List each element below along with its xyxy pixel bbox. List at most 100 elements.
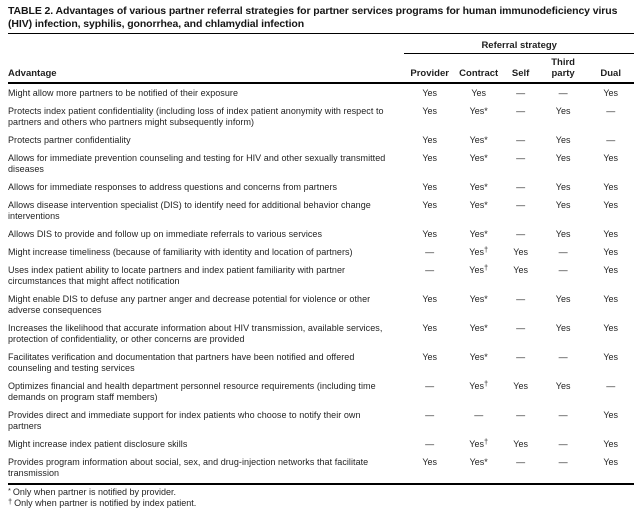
group-header-spacer bbox=[8, 37, 404, 54]
value-cell: Yes bbox=[587, 454, 634, 484]
value-cell: Yes bbox=[404, 197, 455, 226]
value-cell: — bbox=[404, 262, 455, 291]
value-cell: Yes bbox=[587, 291, 634, 320]
table-row: Allows disease intervention specialist (… bbox=[8, 197, 634, 226]
value-cell: Yes bbox=[539, 320, 588, 349]
value-cell: Yes bbox=[587, 150, 634, 179]
value-cell: Yes* bbox=[455, 197, 503, 226]
value-cell: Yes bbox=[502, 262, 538, 291]
table-row: Optimizes financial and health departmen… bbox=[8, 378, 634, 407]
footnote-text: Only when partner is notified by provide… bbox=[13, 487, 176, 497]
value-cell: Yes† bbox=[455, 436, 503, 454]
value-cell: Yes bbox=[502, 378, 538, 407]
advantage-cell: Protects partner confidentiality bbox=[8, 132, 404, 150]
value-cell: Yes bbox=[404, 349, 455, 378]
value-cell: Yes bbox=[539, 150, 588, 179]
value-cell: Yes bbox=[404, 150, 455, 179]
value-cell: — bbox=[502, 407, 538, 436]
advantage-cell: Allows for immediate prevention counseli… bbox=[8, 150, 404, 179]
table-row: Provides program information about socia… bbox=[8, 454, 634, 484]
value-cell: — bbox=[502, 226, 538, 244]
value-cell: Yes bbox=[539, 291, 588, 320]
value-cell: Yes* bbox=[455, 179, 503, 197]
advantage-cell: Allows for immediate responses to addres… bbox=[8, 179, 404, 197]
value-cell: — bbox=[587, 378, 634, 407]
advantage-cell: Uses index patient ability to locate par… bbox=[8, 262, 404, 291]
dagger-marker: † bbox=[484, 379, 488, 388]
value-cell: — bbox=[404, 244, 455, 262]
advantage-cell: Provides program information about socia… bbox=[8, 454, 404, 484]
dagger-marker: † bbox=[484, 245, 488, 254]
value-cell: Yes* bbox=[455, 320, 503, 349]
advantage-cell: Provides direct and immediate support fo… bbox=[8, 407, 404, 436]
value-cell: Yes bbox=[404, 320, 455, 349]
value-cell: Yes bbox=[404, 132, 455, 150]
column-header-self: Self bbox=[502, 54, 538, 84]
value-cell: Yes* bbox=[455, 226, 503, 244]
table-row: Allows for immediate responses to addres… bbox=[8, 179, 634, 197]
value-cell: — bbox=[502, 291, 538, 320]
value-cell: Yes* bbox=[455, 349, 503, 378]
value-cell: Yes† bbox=[455, 262, 503, 291]
value-cell: — bbox=[539, 83, 588, 103]
footnote-provider: *Only when partner is notified by provid… bbox=[8, 487, 634, 498]
value-cell: Yes bbox=[587, 226, 634, 244]
referral-strategy-group-header: Referral strategy bbox=[404, 37, 634, 54]
column-header-advantage: Advantage bbox=[8, 54, 404, 84]
advantage-cell: Might increase timeliness (because of fa… bbox=[8, 244, 404, 262]
value-cell: Yes* bbox=[455, 150, 503, 179]
column-header-row: Advantage Provider Contract Self Third p… bbox=[8, 54, 634, 84]
value-cell: Yes* bbox=[455, 103, 503, 132]
column-header-dual: Dual bbox=[587, 54, 634, 84]
value-cell: Yes bbox=[539, 226, 588, 244]
value-cell: — bbox=[502, 197, 538, 226]
group-header-row: Referral strategy bbox=[8, 37, 634, 54]
advantage-cell: Might increase index patient disclosure … bbox=[8, 436, 404, 454]
value-cell: Yes bbox=[404, 454, 455, 484]
value-cell: Yes bbox=[587, 320, 634, 349]
value-cell: Yes* bbox=[455, 291, 503, 320]
column-header-provider: Provider bbox=[404, 54, 455, 84]
column-header-third-party: Third party bbox=[539, 54, 588, 84]
footnote-index-patient: †Only when partner is notified by index … bbox=[8, 498, 634, 508]
value-cell: Yes bbox=[539, 103, 588, 132]
dagger-marker: † bbox=[484, 263, 488, 272]
value-cell: — bbox=[502, 83, 538, 103]
value-cell: — bbox=[502, 103, 538, 132]
advantage-cell: Facilitates verification and documentati… bbox=[8, 349, 404, 378]
value-cell: — bbox=[404, 378, 455, 407]
value-cell: — bbox=[539, 407, 588, 436]
table-row: Increases the likelihood that accurate i… bbox=[8, 320, 634, 349]
table-row: Allows for immediate prevention counseli… bbox=[8, 150, 634, 179]
value-cell: Yes bbox=[587, 197, 634, 226]
value-cell: Yes bbox=[587, 262, 634, 291]
value-cell: — bbox=[587, 103, 634, 132]
dagger-marker: † bbox=[484, 437, 488, 446]
value-cell: Yes bbox=[455, 83, 503, 103]
table-body: Might allow more partners to be notified… bbox=[8, 83, 634, 484]
table-row: Provides direct and immediate support fo… bbox=[8, 407, 634, 436]
value-cell: Yes† bbox=[455, 244, 503, 262]
value-cell: Yes bbox=[404, 103, 455, 132]
table-row: Protects index patient confidentiality (… bbox=[8, 103, 634, 132]
table-row: Uses index patient ability to locate par… bbox=[8, 262, 634, 291]
table-row: Might increase timeliness (because of fa… bbox=[8, 244, 634, 262]
value-cell: — bbox=[502, 132, 538, 150]
value-cell: — bbox=[587, 132, 634, 150]
footnote-text: Only when partner is notified by index p… bbox=[14, 498, 196, 508]
footnotes: *Only when partner is notified by provid… bbox=[8, 485, 634, 508]
value-cell: Yes bbox=[539, 197, 588, 226]
value-cell: — bbox=[502, 454, 538, 484]
value-cell: Yes bbox=[587, 83, 634, 103]
table-header: Referral strategy Advantage Provider Con… bbox=[8, 37, 634, 83]
value-cell: — bbox=[539, 244, 588, 262]
value-cell: Yes bbox=[502, 436, 538, 454]
advantage-cell: Protects index patient confidentiality (… bbox=[8, 103, 404, 132]
value-cell: — bbox=[502, 320, 538, 349]
table-row: Facilitates verification and documentati… bbox=[8, 349, 634, 378]
value-cell: — bbox=[455, 407, 503, 436]
value-cell: Yes bbox=[404, 226, 455, 244]
value-cell: — bbox=[539, 349, 588, 378]
value-cell: Yes bbox=[539, 179, 588, 197]
